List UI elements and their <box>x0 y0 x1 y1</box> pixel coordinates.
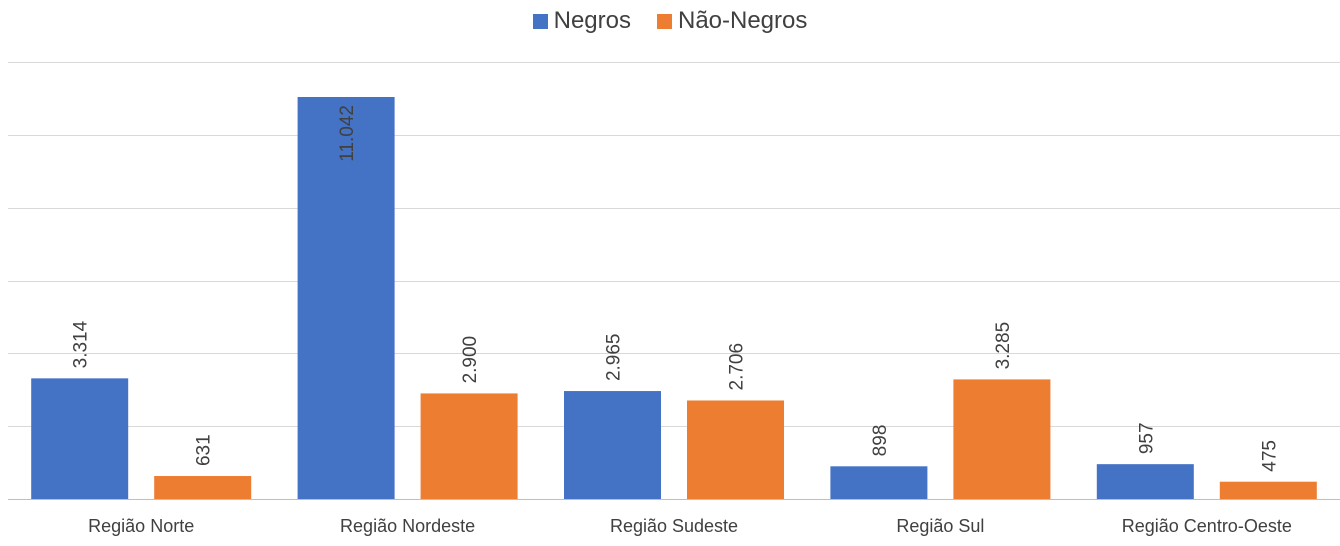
bar-negros <box>31 378 129 499</box>
data-label: 898 <box>870 425 891 457</box>
bar-negros <box>1096 464 1194 499</box>
data-label: 957 <box>1136 422 1157 454</box>
legend-swatch-nao-negros <box>656 13 672 29</box>
data-label: 2.900 <box>460 336 481 384</box>
legend: Negros Não-Negros <box>0 4 1340 38</box>
bar-nao-negros <box>687 400 784 499</box>
legend-item-nao-negros: Não-Negros <box>656 7 808 35</box>
data-label: 475 <box>1259 440 1280 472</box>
x-tick-label: Região Norte <box>88 516 194 536</box>
data-label: 3.285 <box>993 322 1014 370</box>
data-label: 11.042 <box>337 105 358 162</box>
legend-swatch-negros <box>532 13 548 29</box>
bar-negros <box>297 97 395 499</box>
legend-label-nao-negros: Não-Negros <box>677 7 808 34</box>
bar-nao-negros <box>154 476 252 499</box>
x-tick-label: Região Sudeste <box>610 516 738 536</box>
legend-label-negros: Negros <box>553 7 631 34</box>
data-label: 631 <box>194 434 215 466</box>
data-label: 2.706 <box>727 343 748 391</box>
x-tick-label: Região Nordeste <box>340 516 475 536</box>
x-tick-label: Região Centro-Oeste <box>1122 516 1292 536</box>
bar-nao-negros <box>1219 481 1317 499</box>
bar-negros <box>564 391 661 499</box>
bar-nao-negros <box>420 393 518 499</box>
x-tick-label: Região Sul <box>896 516 984 536</box>
legend-item-negros: Negros <box>532 7 631 35</box>
data-label: 2.965 <box>604 334 625 382</box>
data-label: 3.314 <box>71 320 92 368</box>
bar-nao-negros <box>953 379 1051 499</box>
bar-negros <box>830 466 928 499</box>
